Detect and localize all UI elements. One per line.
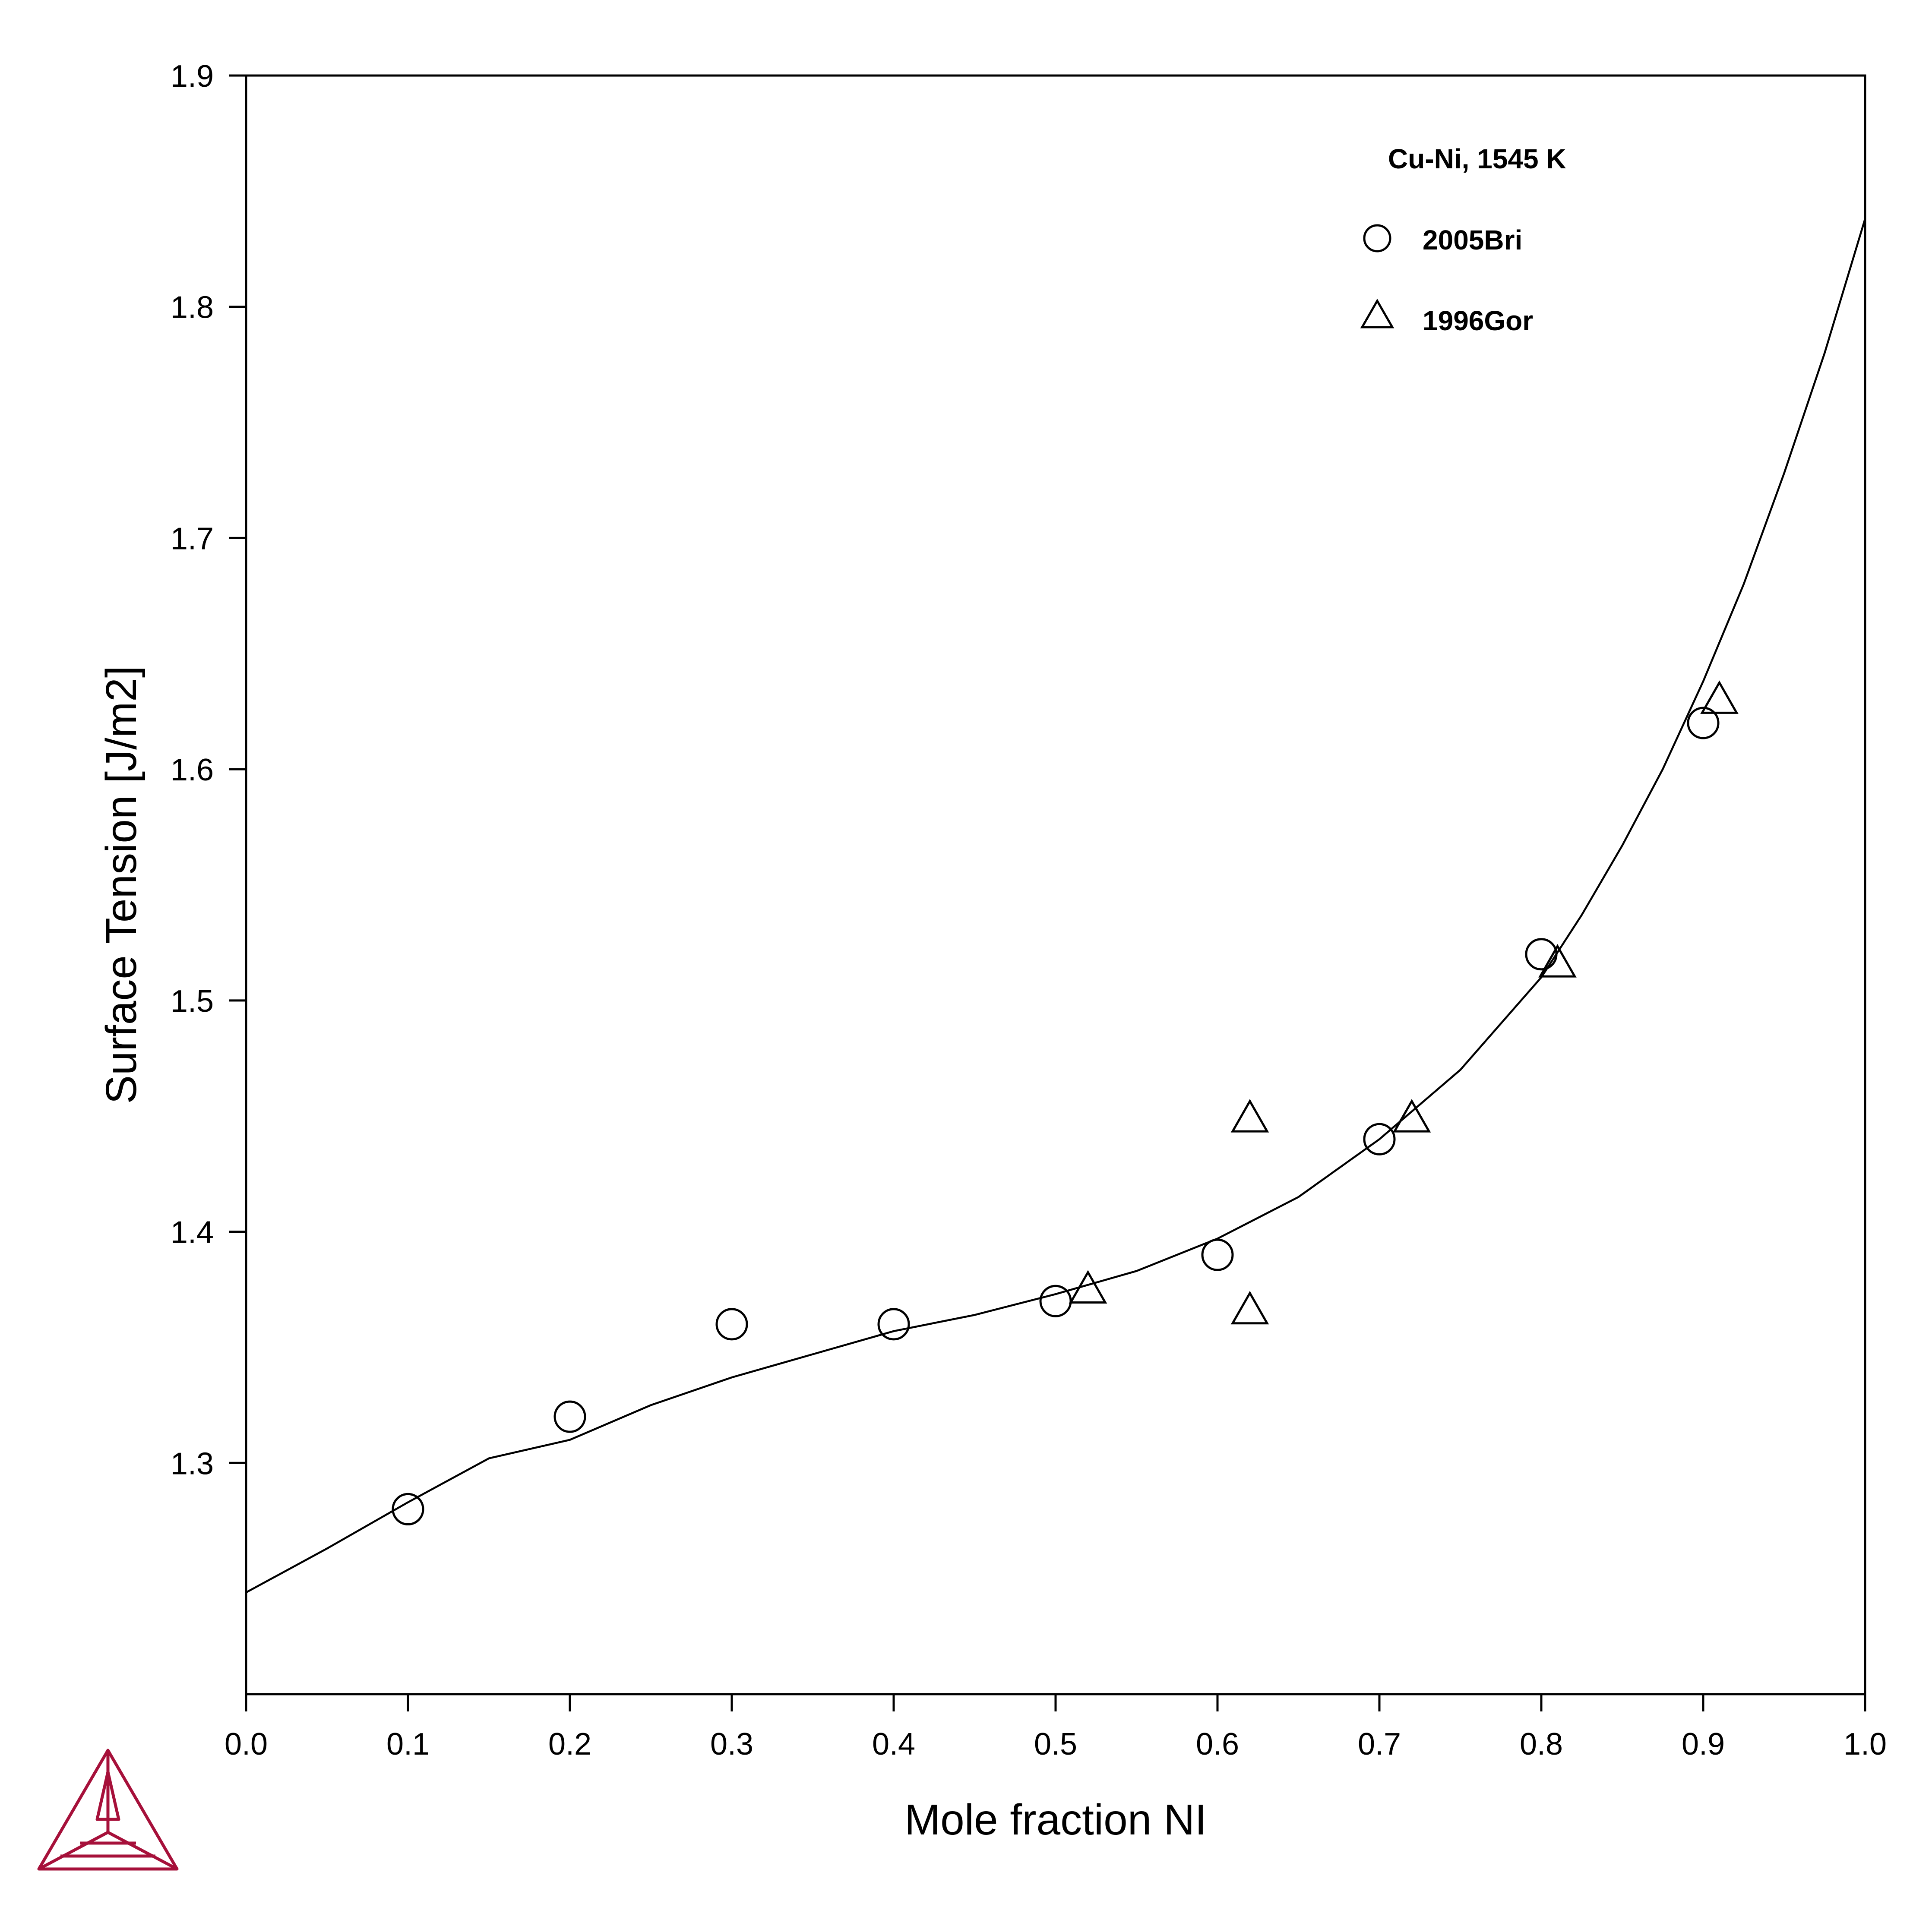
y-tick-label: 1.4 <box>171 1215 214 1250</box>
point-1996gor <box>1069 1270 1107 1304</box>
x-tick-label: 0.1 <box>386 1727 430 1762</box>
point-2005bri <box>877 1308 910 1341</box>
x-tick-label: 0.0 <box>225 1727 268 1762</box>
legend-label-2005bri: 2005Bri <box>1423 224 1522 256</box>
x-tick-label: 0.2 <box>548 1727 591 1762</box>
x-tick-label: 0.9 <box>1682 1727 1725 1762</box>
point-1996gor <box>1230 1099 1269 1133</box>
point-2005bri <box>1201 1238 1234 1271</box>
point-1996gor <box>1700 680 1739 714</box>
point-2005bri <box>553 1400 586 1433</box>
y-tick-label: 1.6 <box>171 753 214 787</box>
x-axis-ticks: 0.0 0.1 0.2 0.3 0.4 0.5 0.6 0.7 0.8 0.9 1.0 <box>225 1694 1887 1762</box>
y-tick-label: 1.3 <box>171 1446 214 1481</box>
legend: Cu-Ni, 1545 K 2005Bri 1996Gor <box>1360 143 1566 336</box>
legend-circle-marker <box>1363 224 1391 253</box>
x-tick-label: 1.0 <box>1843 1727 1887 1762</box>
x-tick-label: 0.7 <box>1358 1727 1401 1762</box>
x-tick-label: 0.3 <box>710 1727 753 1762</box>
point-1996gor <box>1230 1291 1269 1325</box>
point-1996gor <box>1538 944 1577 978</box>
x-tick-label: 0.4 <box>872 1727 915 1762</box>
point-2005bri <box>392 1493 424 1525</box>
y-tick-label: 1.5 <box>171 984 214 1019</box>
point-2005bri <box>1687 707 1720 739</box>
thermo-calc-logo <box>37 1749 179 1871</box>
plot-frame <box>245 74 1866 1695</box>
legend-label-1996gor: 1996Gor <box>1423 305 1533 336</box>
x-tick-label: 0.8 <box>1520 1727 1563 1762</box>
x-axis-title: Mole fraction NI <box>904 1796 1207 1844</box>
y-tick-label: 1.9 <box>171 59 214 94</box>
point-1996gor <box>1392 1099 1431 1133</box>
point-2005bri <box>715 1308 748 1341</box>
model-curve <box>245 218 1866 1594</box>
data-markers <box>392 680 1739 1525</box>
legend-title: Cu-Ni, 1545 K <box>1388 143 1566 174</box>
x-tick-label: 0.6 <box>1196 1727 1239 1762</box>
point-2005bri <box>1363 1123 1396 1155</box>
y-axis-ticks: 1.3 1.4 1.5 1.6 1.7 1.8 1.9 <box>171 59 246 1481</box>
y-tick-label: 1.7 <box>171 521 214 556</box>
legend-triangle-marker <box>1360 298 1394 328</box>
y-axis-title: Surface Tension [J/m2] <box>97 666 145 1104</box>
y-tick-label: 1.8 <box>171 290 214 325</box>
point-2005bri <box>1525 938 1558 971</box>
x-tick-label: 0.5 <box>1034 1727 1077 1762</box>
point-2005bri <box>1039 1285 1072 1317</box>
